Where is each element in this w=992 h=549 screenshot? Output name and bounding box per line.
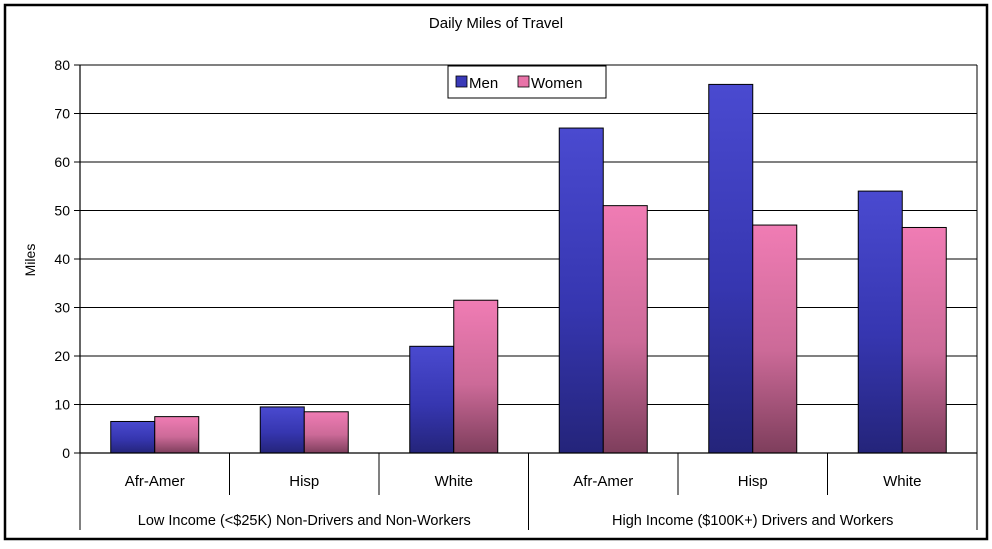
bar-women-6: [901, 226, 947, 454]
chart-title: Daily Miles of Travel: [429, 15, 563, 32]
x-group-label: Low Income (<$25K) Non-Drivers and Non-W…: [138, 513, 471, 529]
y-tick-label: 10: [54, 397, 70, 413]
y-tick-label: 40: [54, 251, 70, 267]
y-tick-label: 50: [54, 203, 70, 219]
x-category-labels: Afr-Amer Hisp White Afr-Amer Hisp White: [125, 473, 922, 490]
bar-men-5: [708, 83, 754, 454]
y-tick-label: 0: [62, 445, 70, 461]
bar-women-1: [154, 416, 200, 454]
gridlines: [80, 64, 978, 453]
legend-swatch-women: [517, 75, 530, 88]
x-category-label: Afr-Amer: [573, 473, 633, 490]
bar-women-4: [602, 205, 648, 454]
bar-men-6: [857, 190, 903, 454]
bar-women-5: [752, 224, 798, 454]
y-tick-labels: 0 10 20 30 40 50 60 70 80: [54, 57, 70, 461]
y-tick-label: 20: [54, 348, 70, 364]
legend-label-men: Men: [469, 75, 498, 92]
legend-swatch-men: [455, 75, 468, 88]
bar-men-4: [558, 127, 604, 454]
bar-women-3: [453, 299, 499, 454]
x-category-label: Hisp: [289, 473, 319, 490]
legend: Men Women: [447, 65, 607, 99]
y-tick-label: 80: [54, 57, 70, 73]
axes: [74, 64, 978, 530]
bar-men-2: [259, 406, 305, 454]
y-axis-label: Miles: [22, 244, 38, 277]
x-group-label: High Income ($100K+) Drivers and Workers: [612, 513, 893, 529]
x-group-labels: Low Income (<$25K) Non-Drivers and Non-W…: [138, 513, 894, 529]
x-category-label: Afr-Amer: [125, 473, 185, 490]
y-tick-label: 70: [54, 106, 70, 122]
x-category-label: Hisp: [738, 473, 768, 490]
legend-label-women: Women: [531, 75, 582, 92]
x-category-label: White: [435, 473, 473, 490]
bar-men-3: [409, 345, 455, 454]
bar-men-1: [110, 420, 156, 454]
y-tick-label: 30: [54, 300, 70, 316]
y-tick-label: 60: [54, 154, 70, 170]
bar-women-2: [303, 411, 349, 454]
x-category-label: White: [883, 473, 921, 490]
